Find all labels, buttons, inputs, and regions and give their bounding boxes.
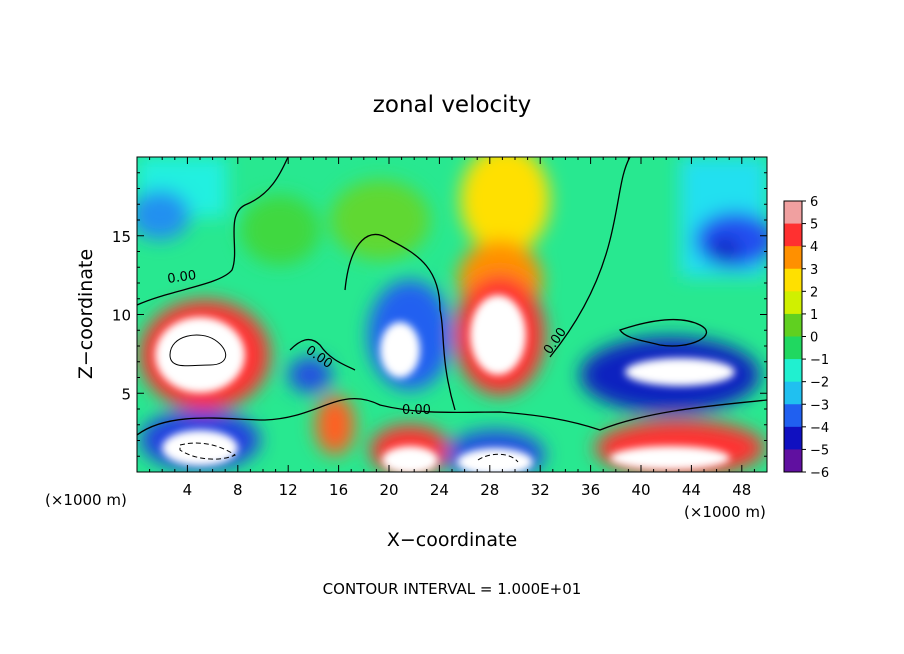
colorbar-swatch (784, 426, 802, 450)
colorbar-swatch (784, 201, 802, 225)
colorbar-tick-label: −2 (810, 376, 829, 391)
colorbar-tick-label: −4 (810, 421, 829, 436)
colorbar-tick-label: 4 (810, 240, 818, 255)
x-tick-label: 48 (732, 481, 751, 499)
y-tick-label: 15 (112, 228, 131, 246)
x-tick-label: 32 (531, 481, 550, 499)
chart-title: zonal velocity (373, 92, 531, 118)
x-unit-right: (×1000 m) (684, 503, 766, 521)
axis-ticks (137, 157, 767, 472)
y-axis-label: Z−coordinate (75, 249, 97, 379)
x-tick-label: 8 (233, 481, 243, 499)
x-tick-label: 44 (682, 481, 701, 499)
colorbar-tick-label: 5 (810, 218, 818, 233)
colorbar-swatch (784, 313, 802, 337)
colorbar-tick-label: −6 (810, 466, 829, 481)
zero-contours (137, 157, 767, 463)
colorbar-tick-label: 6 (810, 195, 818, 210)
colorbar-swatch (784, 268, 802, 292)
colorbar-swatch (784, 223, 802, 247)
contour-interval-footer: CONTOUR INTERVAL = 1.000E+01 (323, 580, 582, 598)
x-tick-label: 20 (379, 481, 398, 499)
x-tick-label: 4 (183, 481, 193, 499)
heatmap-field: 0.00 0.00 0.00 0.00 (137, 157, 767, 472)
x-axis-label: X−coordinate (387, 529, 517, 551)
x-tick-label: 40 (631, 481, 650, 499)
colorbar: 6 5 4 3 2 1 0 −1 −2 −3 −4 −5 −6 (783, 195, 829, 481)
y-tick-label: 10 (112, 307, 131, 325)
colorbar-tick-label: −1 (810, 353, 829, 368)
colorbar-swatch (784, 336, 802, 360)
colorbar-tick-label: 2 (810, 285, 818, 300)
colorbar-swatch (784, 449, 802, 473)
colorbar-swatch (784, 381, 802, 405)
x-tick-label: 36 (581, 481, 600, 499)
colorbar-tick-label: 3 (810, 263, 818, 278)
colorbar-swatch (784, 291, 802, 315)
x-tick-label: 16 (329, 481, 348, 499)
contour-label: 0.00 (166, 268, 197, 287)
colorbar-swatch (784, 359, 802, 383)
colorbar-tick-label: 0 (810, 331, 818, 346)
colorbar-swatch (784, 246, 802, 270)
y-tick-label: 5 (121, 385, 131, 403)
x-tick-label: 24 (430, 481, 449, 499)
x-unit-left: (×1000 m) (45, 491, 127, 509)
contour-label: 0.00 (402, 403, 431, 418)
colorbar-tick-label: 1 (810, 308, 818, 323)
colorbar-tick-label: −3 (810, 398, 829, 413)
x-tick-label: 28 (480, 481, 499, 499)
colorbar-swatch (784, 404, 802, 428)
colorbar-tick-label: −5 (810, 443, 829, 458)
x-tick-label: 12 (279, 481, 298, 499)
